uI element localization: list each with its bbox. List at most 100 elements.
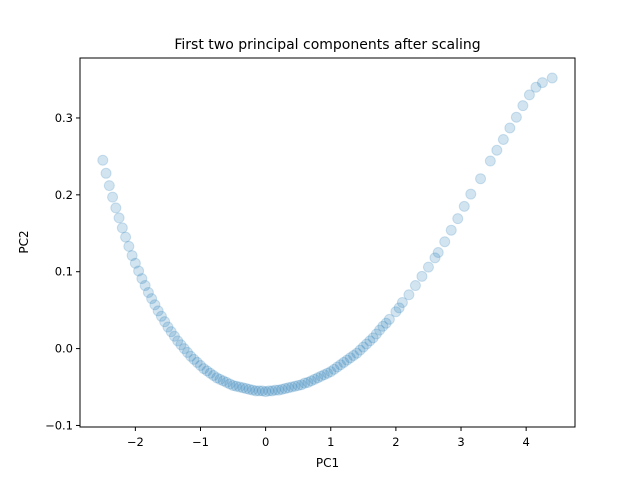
scatter-point — [133, 265, 145, 277]
scatter-point — [129, 257, 141, 269]
scatter-point — [452, 213, 464, 225]
plot-frame — [79, 57, 576, 428]
scatter-point — [269, 384, 281, 396]
scatter-point — [263, 385, 275, 397]
scatter-point — [159, 316, 171, 328]
scatter-point — [504, 122, 516, 134]
scatter-point — [113, 212, 125, 224]
scatter-point — [260, 386, 272, 398]
scatter-point — [162, 321, 174, 333]
scatter-point — [250, 385, 262, 397]
scatter-point — [308, 373, 320, 385]
scatter-point — [247, 384, 259, 396]
y-tick-label: 0.1 — [55, 265, 73, 279]
scatter-point — [348, 350, 360, 362]
scatter-point — [465, 188, 477, 200]
scatter-point — [100, 167, 112, 179]
chart-title: First two principal components after sca… — [174, 37, 480, 53]
scatter-point — [351, 347, 363, 359]
scatter-point — [439, 236, 451, 248]
scatter-point — [120, 231, 132, 243]
scatter-point — [429, 252, 441, 264]
scatter-point — [315, 370, 327, 382]
x-tick-label: −1 — [192, 435, 209, 449]
scatter-point — [256, 385, 268, 397]
scatter-point — [146, 293, 158, 305]
scatter-point — [403, 289, 415, 301]
scatter-point — [178, 343, 190, 355]
scatter-point — [367, 332, 379, 344]
scatter-point — [276, 383, 288, 395]
scatter-point — [338, 356, 350, 368]
scatter-point — [322, 367, 333, 379]
scatter-point — [344, 352, 356, 364]
scatter-point — [458, 200, 470, 212]
scatter-point — [107, 191, 119, 203]
scatter-point — [188, 353, 200, 365]
scatter-point — [393, 302, 405, 314]
scatter-point — [273, 384, 285, 396]
scatter-point — [409, 280, 421, 292]
scatter-point — [318, 369, 330, 381]
scatter-point — [292, 379, 304, 391]
scatter-point — [253, 385, 265, 397]
scatter-point — [234, 381, 246, 393]
scatter-point — [217, 375, 229, 387]
y-tick-label: 0.2 — [55, 188, 73, 202]
scatter-point — [224, 378, 236, 390]
scatter-points — [97, 72, 558, 398]
scatter-point — [243, 383, 255, 395]
scatter-point — [370, 328, 382, 340]
scatter-point — [230, 380, 242, 392]
scatter-point — [126, 250, 138, 262]
scatter-point — [286, 381, 298, 393]
scatter-point — [497, 133, 509, 145]
scatter-point — [266, 385, 278, 397]
scatter-point — [198, 363, 210, 375]
y-axis-ticks: −0.1 0.0 0.1 0.2 0.3 — [45, 111, 80, 432]
scatter-point — [546, 72, 558, 84]
scatter-point — [227, 379, 239, 391]
x-tick-label: 2 — [392, 435, 399, 449]
x-tick-label: 1 — [327, 435, 334, 449]
scatter-point — [374, 324, 386, 336]
scatter-point — [335, 359, 347, 371]
scatter-point — [204, 367, 216, 379]
y-tick-label: −0.1 — [45, 418, 73, 432]
scatter-point — [295, 379, 307, 391]
scatter-point — [152, 305, 164, 317]
scatter-point — [341, 354, 353, 366]
scatter-point — [422, 261, 434, 273]
y-tick-label: 0.3 — [55, 111, 73, 125]
scatter-point — [416, 270, 428, 282]
scatter-point — [221, 376, 233, 388]
x-axis-label: PC1 — [316, 456, 339, 470]
scatter-point — [194, 360, 206, 371]
scatter-point — [491, 144, 503, 156]
scatter-point — [305, 375, 317, 387]
scatter-point — [282, 382, 294, 394]
scatter-point — [331, 361, 343, 373]
scatter-point — [149, 299, 161, 311]
scatter-point — [279, 383, 291, 395]
scatter-point — [172, 335, 184, 347]
x-tick-label: 4 — [522, 435, 529, 449]
scatter-point — [510, 111, 522, 123]
scatter-point — [484, 155, 496, 167]
x-axis-ticks: −2 −1 0 1 2 3 4 — [127, 427, 530, 449]
scatter-point — [445, 224, 457, 236]
y-axis-label: PC2 — [17, 230, 31, 253]
x-tick-label: 0 — [262, 435, 269, 449]
scatter-point — [302, 376, 314, 388]
scatter-point — [175, 339, 187, 351]
scatter-point — [214, 373, 226, 385]
scatter-point — [361, 338, 373, 350]
scatter-point — [475, 173, 487, 185]
scatter-point — [165, 326, 177, 338]
scatter-point — [289, 380, 301, 392]
scatter-point — [181, 346, 193, 358]
scatter-point — [240, 383, 252, 395]
scatter-point — [536, 77, 548, 89]
x-tick-label: −2 — [127, 435, 144, 449]
